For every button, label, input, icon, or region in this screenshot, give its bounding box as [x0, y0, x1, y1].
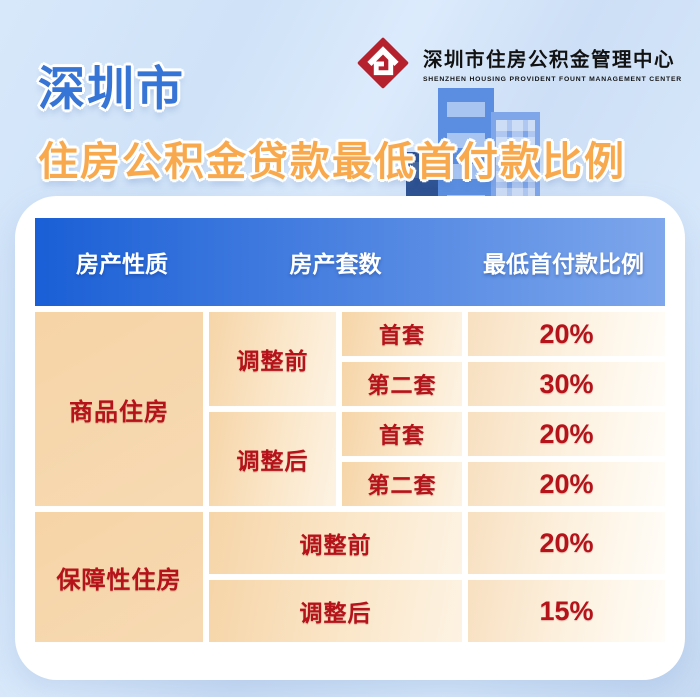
- header-property-nature: 房产性质: [75, 251, 168, 277]
- cell-ratio-value: 30%: [468, 362, 665, 406]
- cell-tier-first-home: 首套: [342, 312, 462, 356]
- org-name: 深圳市住房公积金管理中心 SHENZHEN HOUSING PROVIDENT …: [423, 43, 682, 83]
- header-min-downpayment: 最低首付款比例: [483, 251, 645, 277]
- org-name-en: SHENZHEN HOUSING PROVIDENT FOUNT MANAGEM…: [422, 76, 682, 83]
- cell-ratio-value: 20%: [468, 512, 665, 574]
- cell-phase-after-adjustment: 调整后: [209, 412, 336, 506]
- cell-ratio-value: 15%: [468, 580, 665, 642]
- org-logo: 深圳市住房公积金管理中心 SHENZHEN HOUSING PROVIDENT …: [352, 32, 682, 94]
- cell-ratio-value: 20%: [468, 412, 665, 456]
- page-title: 深圳市 住房公积金贷款最低首付款比例: [38, 50, 626, 187]
- title-subject: 住房公积金贷款最低首付款比例: [38, 140, 626, 184]
- cell-tier-second-home: 第二套: [342, 462, 462, 506]
- cell-category-commodity-housing: 商品住房: [35, 312, 203, 506]
- title-city: 深圳市: [38, 62, 185, 115]
- provident-fund-logo-icon: [357, 37, 409, 89]
- cell-phase-before-adjustment: 调整前: [209, 512, 462, 574]
- header-property-count: 房产套数: [289, 251, 382, 277]
- ratio-table: 房产性质 房产套数 最低首付款比例 商品住房 调整前 首套 20% 第二套 30…: [35, 218, 665, 642]
- cell-tier-second-home: 第二套: [342, 362, 462, 406]
- cell-category-affordable-housing: 保障性住房: [35, 512, 203, 642]
- table-header-row: 房产性质 房产套数 最低首付款比例: [35, 218, 665, 306]
- cell-ratio-value: 20%: [468, 312, 665, 356]
- cell-phase-before-adjustment: 调整前: [209, 312, 336, 406]
- cell-tier-first-home: 首套: [342, 412, 462, 456]
- cell-phase-after-adjustment: 调整后: [209, 580, 462, 642]
- table-card: 房产性质 房产套数 最低首付款比例 商品住房 调整前 首套 20% 第二套 30…: [15, 196, 685, 680]
- cell-ratio-value: 20%: [468, 462, 665, 506]
- org-name-cn: 深圳市住房公积金管理中心: [422, 49, 675, 71]
